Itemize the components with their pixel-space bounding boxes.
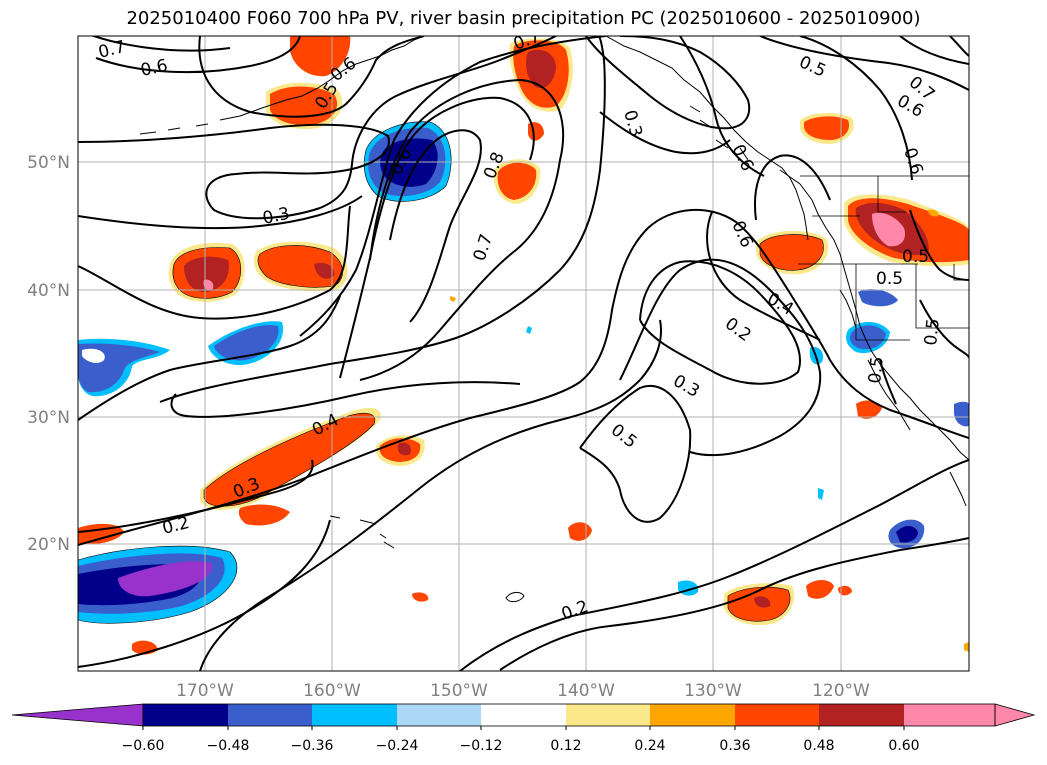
colorbar-tick-label: 0.60 bbox=[888, 738, 919, 754]
negative-anomaly-region bbox=[850, 325, 886, 350]
longitude-labels: 170°W 160°W 150°W 140°W 130°W 120°W bbox=[176, 681, 870, 701]
colorbar-segment bbox=[397, 704, 481, 726]
positive-anomaly-region bbox=[856, 400, 882, 419]
pv-contours bbox=[78, 36, 969, 671]
negative-anomaly-region bbox=[526, 326, 532, 334]
positive-anomaly-region bbox=[314, 262, 335, 279]
colorbar-segment bbox=[143, 704, 228, 726]
map-plot-area: 0.7 0.6 0.6 0.5 0.3 0.6 0.8 0.7 0.7 0.5 … bbox=[78, 36, 969, 671]
lon-label: 150°W bbox=[430, 681, 488, 701]
anomaly-outlines bbox=[78, 121, 824, 624]
gridlines bbox=[78, 36, 969, 671]
contour-label: 0.5 bbox=[902, 247, 929, 267]
map-title: 2025010400 F060 700 hPa PV, river basin … bbox=[126, 8, 921, 29]
map-frame bbox=[77, 35, 970, 672]
lat-label: 40°N bbox=[27, 281, 70, 301]
positive-anomaly-region bbox=[760, 234, 824, 271]
colorbar-segment bbox=[566, 704, 650, 726]
lon-label: 160°W bbox=[303, 681, 361, 701]
colorbar-segment bbox=[312, 704, 397, 726]
positive-anomaly-region bbox=[928, 209, 939, 217]
negative-anomaly-region bbox=[214, 325, 279, 361]
negative-anomaly-region bbox=[118, 561, 213, 597]
latitude-labels: 50°N 40°N 30°N 20°N bbox=[27, 153, 70, 555]
negative-anomaly-region bbox=[896, 526, 918, 543]
lon-label: 130°W bbox=[684, 681, 742, 701]
negative-anomaly-region bbox=[380, 138, 438, 187]
negative-anomaly-region bbox=[954, 401, 969, 427]
colorbar-ticks bbox=[142, 726, 905, 730]
colorbar-segment bbox=[228, 704, 312, 726]
colorbar: −0.60 −0.48 −0.36 −0.24 −0.12 0.12 0.24 … bbox=[11, 703, 1036, 754]
colorbar-tick-label: 0.24 bbox=[634, 738, 665, 754]
positive-anomaly-region bbox=[804, 116, 850, 140]
lat-label: 50°N bbox=[27, 153, 70, 173]
contour-label: 0.5 bbox=[876, 269, 903, 289]
lon-label: 120°W bbox=[812, 681, 870, 701]
positive-anomaly-region bbox=[754, 596, 771, 608]
colorbar-tick-label: −0.60 bbox=[122, 738, 165, 754]
positive-anomaly-region bbox=[184, 256, 229, 292]
positive-anomaly-region bbox=[526, 49, 556, 88]
colorbar-segment bbox=[650, 704, 735, 726]
colorbar-segment bbox=[904, 704, 995, 726]
positive-anomaly-region bbox=[450, 296, 456, 302]
lat-label: 20°N bbox=[27, 535, 70, 555]
positive-anomaly-region bbox=[203, 279, 214, 291]
colorbar-segment bbox=[481, 704, 566, 726]
positive-anomaly-region bbox=[290, 36, 351, 77]
lon-label: 140°W bbox=[557, 681, 615, 701]
negative-anomaly-region bbox=[82, 348, 105, 363]
colorbar-extend-right bbox=[994, 703, 1036, 727]
lon-label: 170°W bbox=[176, 681, 234, 701]
positive-anomaly-region bbox=[806, 580, 834, 599]
contour-label: 0.5 bbox=[865, 356, 888, 385]
precipitation-anomaly-fills bbox=[78, 36, 969, 655]
positive-anomaly-region bbox=[238, 504, 290, 526]
colorbar-segment bbox=[735, 704, 819, 726]
colorbar-tick-label: 0.12 bbox=[550, 738, 581, 754]
positive-anomaly-region bbox=[412, 592, 429, 602]
colorbar-outline bbox=[142, 703, 996, 727]
colorbar-extend-left bbox=[11, 703, 144, 727]
colorbar-tick-label: −0.48 bbox=[207, 738, 250, 754]
positive-anomaly-region bbox=[397, 442, 412, 456]
colorbar-tick-label: −0.12 bbox=[460, 738, 503, 754]
positive-anomaly-region bbox=[78, 523, 124, 545]
lat-label: 30°N bbox=[27, 408, 70, 428]
positive-anomaly-region bbox=[872, 212, 906, 247]
colorbar-segment bbox=[819, 704, 904, 726]
colorbar-tick-label: 0.36 bbox=[719, 738, 750, 754]
negative-anomaly-region bbox=[818, 488, 824, 500]
political-boundaries bbox=[798, 175, 969, 341]
contour-label: 0.5 bbox=[921, 318, 944, 347]
coastlines bbox=[139, 36, 969, 603]
positive-anomaly-region bbox=[497, 162, 537, 200]
positive-anomaly-region bbox=[964, 642, 969, 652]
colorbar-tick-label: −0.36 bbox=[291, 738, 334, 754]
negative-anomaly-region bbox=[858, 289, 898, 307]
colorbar-tick-label: −0.24 bbox=[376, 738, 419, 754]
colorbar-tick-label: 0.48 bbox=[803, 738, 834, 754]
